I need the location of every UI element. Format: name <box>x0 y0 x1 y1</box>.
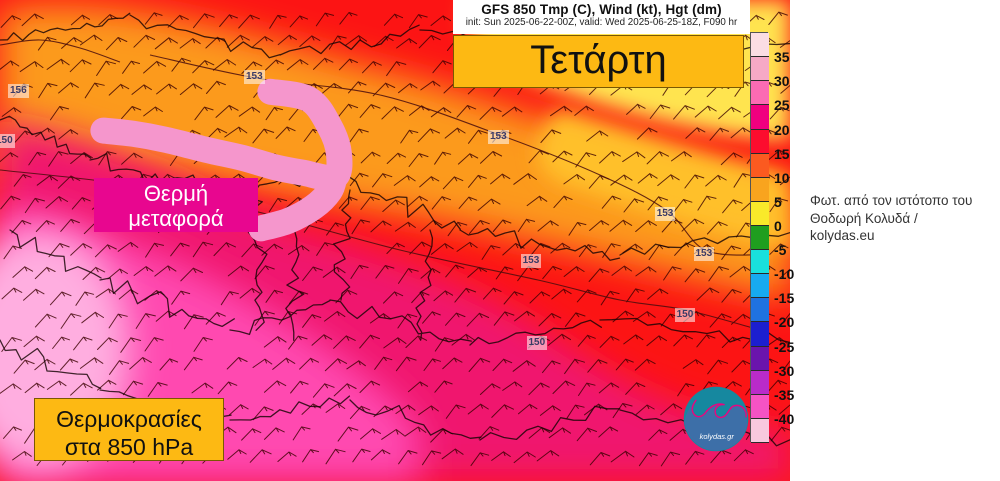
svg-text:kolydas.gr: kolydas.gr <box>700 432 735 441</box>
